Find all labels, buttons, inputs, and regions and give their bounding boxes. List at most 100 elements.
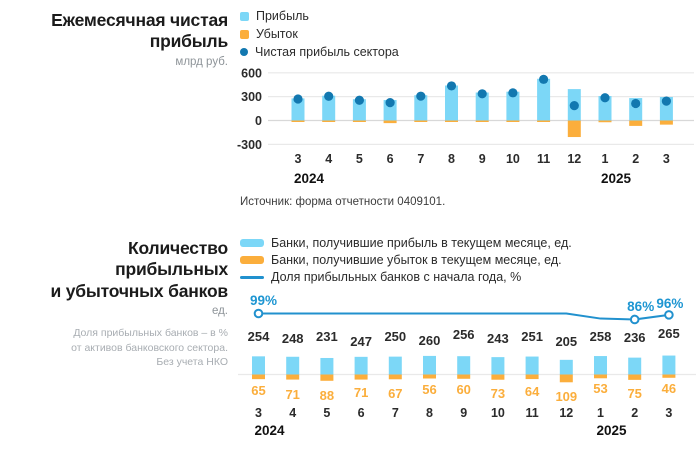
profitable-banks-bar [491,357,505,375]
profit-bar [598,96,612,121]
net-profit-dot [508,88,518,98]
unprofitable-count-label: 46 [662,381,676,396]
y-axis-tick-label: 0 [255,114,262,128]
share-percent-label: 99% [250,293,277,308]
month-tick-label: 3 [663,152,670,166]
legend-label-banks-profit: Банки, получившие прибыль в текущем меся… [271,236,572,250]
profit-bar [445,85,458,121]
profit-swatch-icon [240,11,249,21]
profitable-count-label: 250 [384,329,406,344]
unprofitable-banks-bar [628,374,642,380]
net-profit-dot [569,101,579,111]
month-tick-label: 10 [491,406,505,420]
profitable-banks-bar [388,356,402,375]
profitable-count-label: 256 [453,327,475,342]
month-tick-label: 10 [506,152,520,166]
y-axis-tick-label: -300 [237,138,262,152]
month-tick-label: 4 [289,406,296,420]
unprofitable-banks-bar [594,374,607,379]
profitable-banks-bar [628,357,642,375]
profitable-count-label: 254 [248,329,270,344]
net-profit-dot [446,81,457,91]
profitable-unprofitable-banks-chart: 99% 86% 96%2546532487142318852477162506772… [238,293,696,438]
net-profit-dot [385,98,395,108]
profitable-banks-bar [286,356,300,375]
profit-bar [414,95,428,121]
loss-bar [475,120,489,122]
profitable-banks-bar [423,355,436,375]
loss-bar [598,120,612,123]
bottom-chart-title-line1: Количество [128,238,228,258]
legend-item-loss: Убыток [240,27,399,41]
profitable-banks-bar [252,356,265,375]
legend-item-share-line: Доля прибыльных банков с начала года, % [240,270,572,284]
profit-bar [291,98,305,121]
top-chart-title-block: Ежемесячная чистая прибыль млрд руб. [0,10,228,68]
footnote-line1: Доля прибыльных банков – в % [73,327,228,340]
loss-bar [629,120,643,126]
loss-bar [537,120,551,122]
year-label: 2025 [601,171,632,186]
unprofitable-count-label: 56 [422,382,436,397]
unprofitable-banks-bar [388,374,402,380]
profit-bar [506,91,520,121]
month-tick-label: 6 [387,152,394,166]
unprofitable-banks-bar [457,374,471,379]
loss-bar [414,120,428,122]
top-chart-title-line2: прибыль [149,31,228,52]
legend-item-profit: Прибыль [240,9,399,23]
month-tick-label: 7 [417,152,424,166]
unprofitable-count-label: 65 [251,383,265,398]
footnote-line3: Без учета НКО [156,356,228,369]
unprofitable-count-label: 64 [525,384,540,399]
unprofitable-count-label: 71 [285,387,299,402]
legend-label-loss: Убыток [256,27,298,41]
month-tick-label: 8 [426,406,433,420]
net-profit-dot-icon [240,48,248,56]
unprofitable-banks-bar [252,374,265,380]
unprofitable-banks-bar [662,374,676,378]
profitable-banks-bar [354,356,368,375]
month-tick-label: 4 [325,152,332,166]
share-line-marker [629,314,640,325]
year-label: 2025 [596,423,627,438]
unprofitable-banks-bar [286,374,300,380]
footnote-line2: от активов банковского сектора. [71,341,228,354]
unprofitable-count-label: 73 [491,386,505,401]
unprofitable-count-label: 67 [388,386,402,401]
month-tick-label: 1 [602,152,609,166]
unprofitable-count-label: 60 [456,382,470,397]
net-profit-dot [416,91,426,101]
net-profit-dot [661,96,671,106]
year-label: 2024 [294,171,325,186]
source-note: Источник: форма отчетности 0409101. [240,196,446,208]
profitable-banks-bar [457,356,471,375]
legend-item-banks-profit: Банки, получившие прибыль в текущем меся… [240,236,572,250]
month-tick-label: 5 [356,152,363,166]
unprofitable-count-label: 53 [593,381,607,396]
month-tick-label: 12 [559,406,573,420]
month-tick-label: 3 [665,406,672,420]
profitable-banks-bar [594,356,607,375]
month-tick-label: 2 [631,406,638,420]
profit-bar [322,95,336,121]
legend-label-share-line: Доля прибыльных банков с начала года, % [271,270,522,284]
share-line-marker [664,310,674,320]
month-tick-label: 9 [479,152,486,166]
net-profit-dot [600,93,610,103]
net-profit-dot [631,98,641,109]
legend-item-banks-loss: Банки, получившие убыток в текущем месяц… [240,253,572,267]
month-tick-label: 12 [567,152,581,166]
share-percent-label: 86% [627,299,654,314]
unprofitable-banks-bar [525,374,539,380]
month-tick-label: 6 [358,406,365,420]
net-profit-dot [477,89,487,99]
month-tick-label: 1 [597,406,604,420]
legend-label-banks-loss: Банки, получившие убыток в текущем месяц… [271,253,562,267]
profitable-count-label: 247 [350,334,372,349]
year-label: 2024 [254,423,285,438]
month-tick-label: 3 [255,406,262,420]
legend-label-net: Чистая прибыль сектора [255,45,399,59]
bottom-chart-footnote: Доля прибыльных банков – в % от активов … [0,326,228,370]
